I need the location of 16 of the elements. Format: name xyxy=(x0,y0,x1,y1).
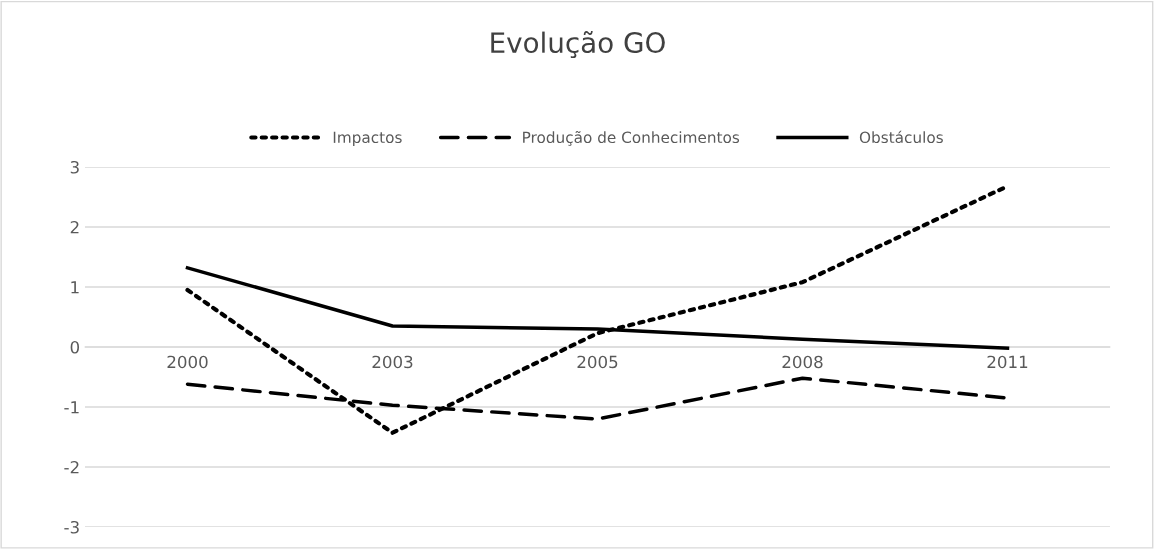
y-tick-label: 1 xyxy=(71,281,79,294)
y-tick-label: -2 xyxy=(64,460,79,474)
y-tick-label: 2 xyxy=(70,220,79,234)
x-tick-label: 2005 xyxy=(577,355,618,369)
y-tick-label: 0 xyxy=(70,340,80,354)
y-tick-label: 3 xyxy=(70,160,79,174)
x-tick-label: 2000 xyxy=(167,355,208,369)
chart-title: Evolução GO xyxy=(491,31,665,59)
legend-label: Impactos xyxy=(333,131,402,147)
x-tick-label: 2011 xyxy=(987,355,1028,369)
legend-label: Obstáculos xyxy=(859,130,943,144)
x-tick-label: 2003 xyxy=(372,355,413,369)
legend-label: Produção de Conhecimentos xyxy=(523,131,740,146)
y-tick-label: -3 xyxy=(64,520,79,534)
x-tick-label: 2008 xyxy=(782,355,823,369)
y-tick-label: -1 xyxy=(64,401,79,414)
